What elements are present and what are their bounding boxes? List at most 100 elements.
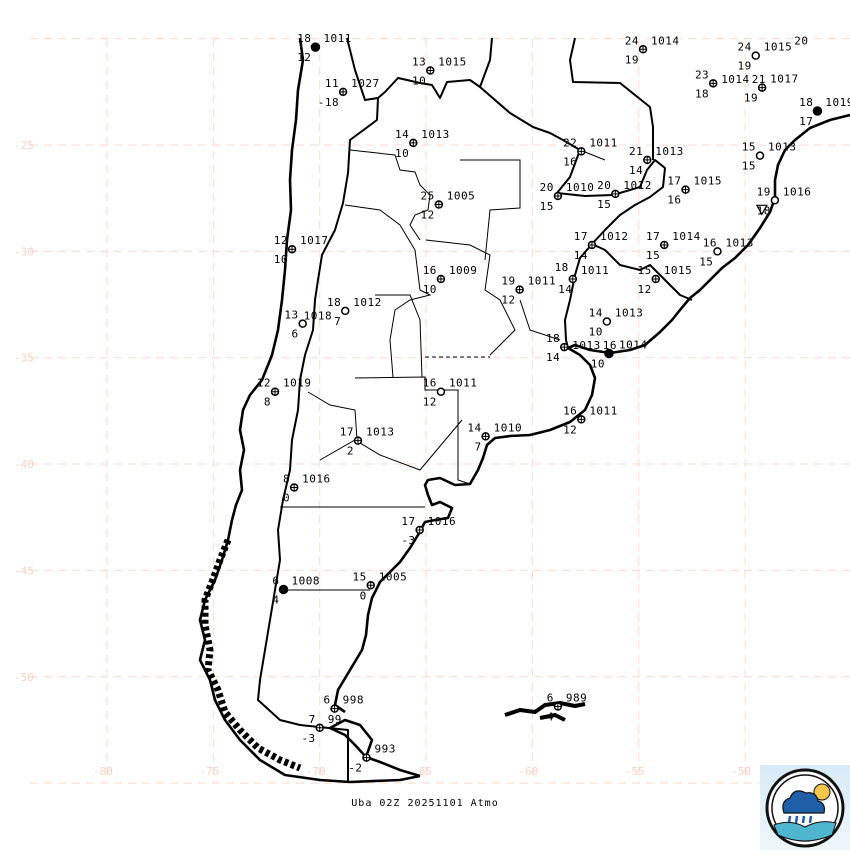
station-plot[interactable]: 14 1010 7 [467, 421, 522, 453]
station-plot[interactable]: 19 1011 12 [501, 275, 556, 307]
station-temperature: 14 [395, 128, 409, 141]
station-pressure: 1009 [449, 264, 478, 277]
falkland-islands [504, 701, 586, 722]
station-temperature: 22 [563, 136, 577, 149]
station-plot[interactable]: 993 -2 [348, 743, 396, 775]
cloud-cover-cross-icon [363, 754, 370, 761]
station-plot[interactable]: 19 1016 18 [755, 185, 812, 217]
station-plot[interactable]: 20 [794, 34, 808, 47]
station-plot[interactable]: 18 1019 17 [799, 96, 850, 128]
station-plot[interactable]: 17 1012 14 [574, 230, 629, 262]
cloud-cover-cross-icon [272, 388, 279, 395]
station-plot[interactable]: 17 1014 15 [646, 230, 701, 262]
station-temperature: 16 [563, 404, 577, 417]
station-plot[interactable]: 15 1013 15 [742, 141, 797, 173]
station-temperature: 6 [272, 575, 279, 588]
station-plot[interactable]: 6 989 4 [547, 692, 588, 724]
station-plot[interactable]: 12 1017 10 [274, 234, 329, 266]
cloud-cover-cross-icon [569, 276, 576, 283]
station-plot[interactable]: 16 1013 15 [699, 236, 754, 268]
station-dewpoint: 16 [563, 155, 577, 168]
station-temperature: 16 [603, 339, 617, 352]
station-plot[interactable]: 13 1018 6 [284, 309, 332, 341]
station-plot[interactable]: 17 1016 -3 [401, 515, 456, 547]
station-plot[interactable]: 21 1017 19 [744, 73, 799, 105]
station-marker-icon [713, 247, 722, 256]
station-plot[interactable]: 6 1008 4 [272, 575, 320, 607]
station-temperature: 18 [297, 32, 311, 45]
station-dewpoint: 7 [334, 315, 341, 328]
station-plot[interactable]: 21 1013 14 [629, 145, 684, 177]
station-plot[interactable]: 16 1014 10 [591, 338, 648, 370]
station-plot[interactable]: 15 1015 12 [638, 264, 693, 296]
station-pressure: 1016 [302, 472, 331, 485]
station-temperature: 6 [547, 692, 554, 705]
station-dewpoint: 0 [360, 589, 367, 602]
station-temperature: 20 [540, 181, 554, 194]
station-plot[interactable]: 12 1019 8 [257, 377, 312, 409]
station-plot[interactable]: 18 1011 12 [297, 32, 352, 64]
station-pressure: 1015 [664, 264, 693, 277]
cloud-cover-cross-icon [682, 186, 689, 193]
station-pressure: 1014 [651, 34, 680, 47]
station-pressure: 99 [328, 713, 342, 726]
station-pressure: 1011 [581, 264, 610, 277]
station-plot[interactable]: 15 1005 0 [352, 570, 407, 602]
station-plot[interactable]: 13 1015 10 [412, 56, 467, 88]
cloud-cover-cross-icon [437, 276, 444, 283]
station-plot[interactable]: 16 1011 12 [563, 404, 618, 436]
station-dewpoint: 8 [264, 396, 271, 409]
cloud-cover-cross-icon [578, 148, 585, 155]
cloud-cover-cross-icon [354, 437, 361, 444]
station-dewpoint: 17 [799, 115, 813, 128]
station-marker-icon [812, 106, 823, 116]
station-plot[interactable]: 23 1014 18 [695, 68, 750, 100]
station-pressure: 1013 [366, 426, 395, 439]
station-temperature: 6 [323, 694, 330, 707]
station-dewpoint: 19 [625, 53, 639, 66]
uruguay-brazil-border [591, 243, 693, 301]
station-dewpoint: 12 [501, 294, 515, 307]
station-dewpoint: 0 [283, 491, 290, 504]
station-plot[interactable]: 14 1013 10 [589, 307, 644, 339]
station-plot[interactable]: 17 1015 16 [667, 175, 722, 207]
station-plot[interactable]: 16 1009 10 [423, 264, 478, 296]
station-plot[interactable]: 8 1016 0 [283, 472, 331, 504]
latitude-label: -50 [14, 671, 34, 684]
cloud-cover-cross-icon [612, 190, 619, 197]
cloud-cover-cross-icon [427, 67, 434, 74]
station-plot[interactable]: 24 1014 19 [625, 34, 680, 66]
cloud-cover-cross-icon [554, 193, 561, 200]
station-plot[interactable]: 16 1011 12 [423, 377, 478, 409]
station-plot[interactable]: 14 1013 10 [395, 128, 450, 160]
station-dewpoint: 19 [737, 60, 751, 73]
station-temperature: 19 [757, 185, 771, 198]
station-temperature: 24 [625, 34, 639, 47]
station-plot[interactable]: 24 1015 19 [737, 41, 792, 73]
station-plot[interactable]: 18 1012 7 [327, 296, 382, 328]
station-pressure: 1013 [572, 339, 601, 352]
station-plot[interactable]: 18 1013 14 [546, 332, 601, 364]
station-dewpoint: 15 [699, 255, 713, 268]
station-temperature: 18 [327, 296, 341, 309]
station-plot[interactable]: 11 1027 -18 [318, 77, 380, 109]
station-dewpoint: 10 [423, 283, 437, 296]
cloud-cover-cross-icon [340, 88, 347, 95]
station-plot[interactable]: 7 99 -3 [301, 713, 342, 745]
station-dewpoint: 14 [574, 249, 588, 262]
station-pressure: 1005 [379, 570, 408, 583]
station-plot[interactable]: 22 1011 16 [563, 136, 618, 168]
station-dewpoint: 15 [540, 200, 554, 213]
station-plot[interactable]: 17 1013 2 [340, 426, 395, 458]
station-plot[interactable]: 25 1005 12 [421, 190, 476, 222]
station-dewpoint: -2 [348, 762, 362, 775]
station-plot[interactable]: 20 1010 15 [540, 181, 595, 213]
cloud-cover-cross-icon [331, 705, 338, 712]
station-plot[interactable]: 20 1012 15 [597, 179, 652, 211]
station-plot[interactable]: 6 998 [323, 694, 364, 713]
station-dewpoint: 10 [412, 75, 426, 88]
station-dewpoint: 12 [421, 209, 435, 222]
station-temperature: 17 [667, 175, 681, 188]
station-plot[interactable]: 18 1011 14 [555, 261, 610, 296]
station-pressure: 998 [343, 694, 364, 707]
